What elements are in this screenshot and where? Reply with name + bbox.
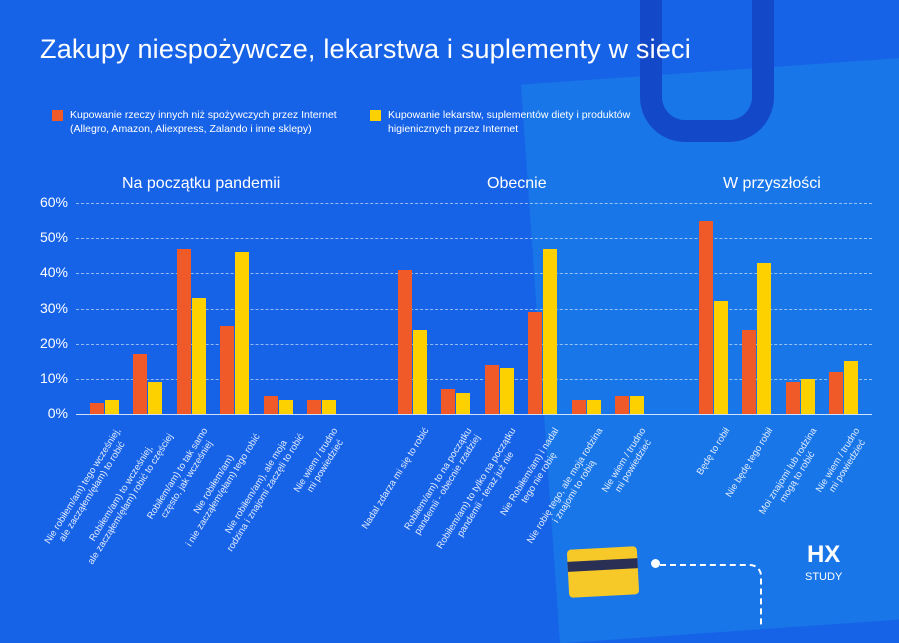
y-tick-label: 0%	[47, 405, 68, 421]
y-tick-label: 20%	[39, 334, 68, 351]
bar-series2	[278, 399, 293, 414]
group-title: Obecnie	[487, 175, 547, 192]
bar-series2	[630, 396, 644, 414]
bar-series2	[714, 301, 728, 414]
bar-series2	[148, 382, 163, 414]
legend-item-series1: Kupowanie rzeczy innych niż spożywczych …	[52, 108, 337, 136]
bar-series2	[322, 399, 336, 414]
legend-label: Kupowanie lekarstw, suplementów diety i …	[388, 109, 631, 135]
bar-series1	[90, 403, 104, 414]
bar-series1	[829, 371, 844, 414]
bar-series1	[220, 326, 235, 414]
bar-series1	[742, 329, 757, 414]
bar-series1	[528, 312, 543, 414]
bar-series2	[757, 262, 772, 414]
bar-series1	[263, 396, 278, 414]
legend-label: Kupowanie rzeczy innych niż spożywczych …	[70, 109, 337, 135]
y-tick-label: 30%	[39, 299, 68, 316]
gridline	[76, 378, 872, 380]
bar-series1	[441, 389, 456, 414]
dashed-line-decoration	[660, 564, 762, 626]
gridline	[76, 308, 872, 310]
group-title: W przyszłości	[723, 175, 821, 192]
y-tick-label: 10%	[39, 369, 68, 386]
bar-series2	[543, 248, 558, 414]
dot-decoration	[651, 559, 660, 568]
x-axis-line	[76, 414, 872, 415]
credit-card-icon	[566, 546, 640, 598]
bar-series1	[133, 354, 148, 414]
bar-series2	[105, 399, 119, 414]
bar-series1	[785, 382, 800, 414]
bar-series1	[571, 399, 586, 414]
bag-handle-decoration	[640, 0, 774, 142]
bar-series2	[456, 392, 471, 414]
bar-series2	[191, 297, 206, 414]
bar-series2	[235, 252, 250, 414]
legend-swatch-orange	[52, 110, 63, 121]
bar-series2	[499, 368, 514, 414]
bar-series2	[844, 361, 859, 414]
bar-series1	[398, 269, 412, 414]
group-title: Na początku pandemii	[122, 175, 281, 192]
y-tick-label: 60%	[39, 194, 68, 210]
bar-series1	[615, 396, 629, 414]
bar-series1	[484, 364, 499, 414]
legend-item-series2: Kupowanie lekarstw, suplementów diety i …	[370, 108, 630, 136]
y-tick-label: 50%	[39, 229, 68, 246]
hx-study-logo: HX STUDY	[805, 543, 842, 585]
page-title: Zakupy niespożywcze, lekarstwa i supleme…	[40, 34, 691, 64]
bar-series1	[176, 248, 191, 414]
bar-series2	[586, 399, 601, 414]
bar-series1	[307, 399, 321, 414]
y-tick-label: 40%	[39, 264, 68, 281]
gridline	[76, 273, 872, 275]
logo-main: HX	[806, 541, 841, 568]
gridline	[76, 343, 872, 345]
legend-swatch-yellow	[370, 110, 381, 121]
gridline	[76, 203, 872, 204]
logo-sub: STUDY	[805, 571, 843, 583]
bar-series1	[699, 220, 713, 414]
gridline	[76, 238, 872, 240]
bar-series2	[413, 329, 427, 414]
bar-series2	[800, 378, 815, 414]
